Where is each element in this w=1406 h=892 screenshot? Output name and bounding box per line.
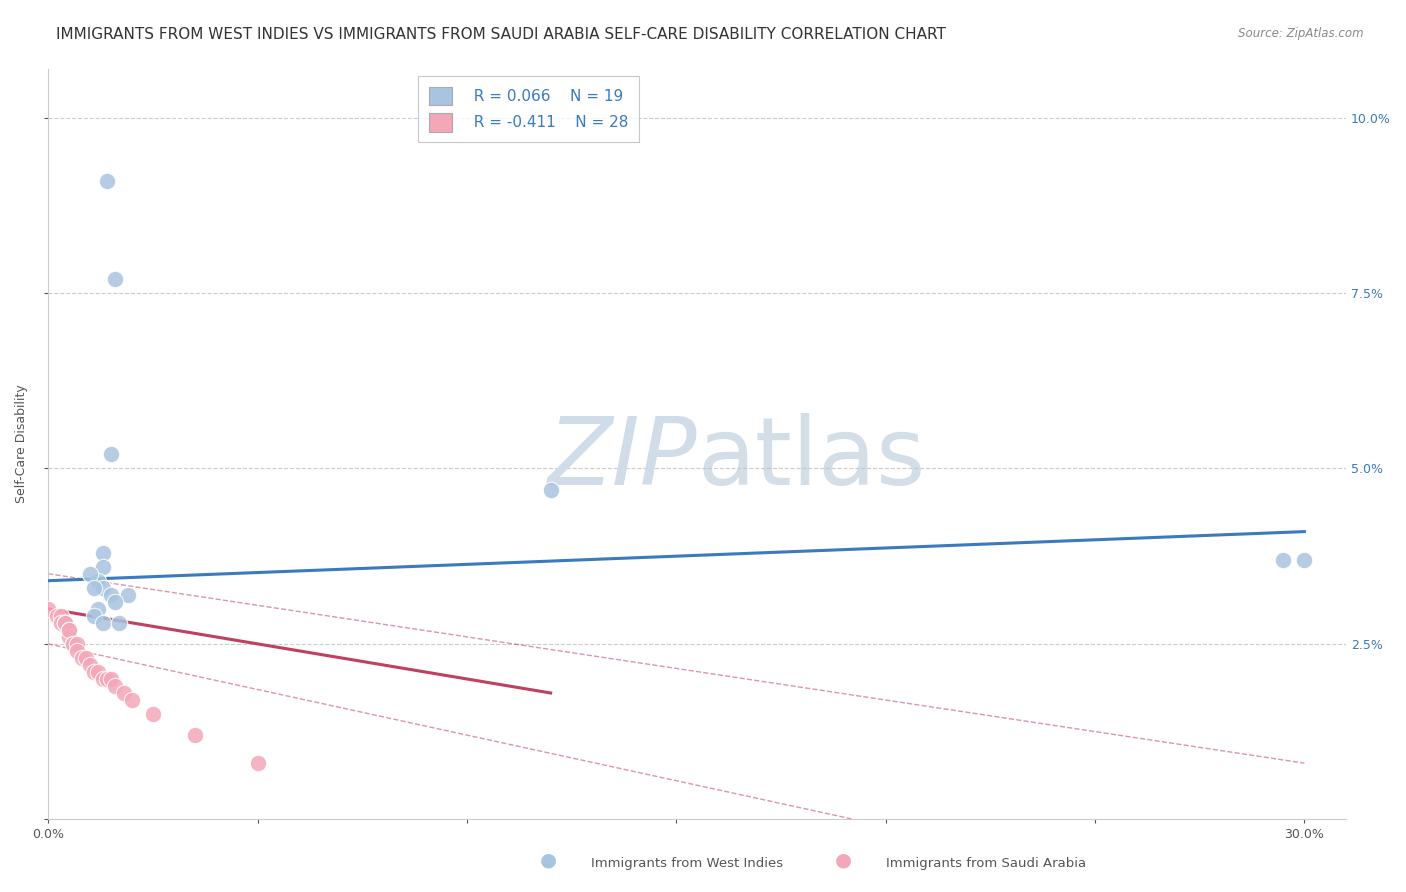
Point — [104, 679, 127, 693]
Point — [183, 728, 205, 742]
Point — [1272, 552, 1295, 566]
Point — [66, 637, 89, 651]
Point — [108, 615, 131, 630]
Point — [1294, 552, 1316, 566]
Point — [100, 447, 122, 461]
Point — [79, 566, 101, 581]
Point — [53, 615, 76, 630]
Text: IMMIGRANTS FROM WEST INDIES VS IMMIGRANTS FROM SAUDI ARABIA SELF-CARE DISABILITY: IMMIGRANTS FROM WEST INDIES VS IMMIGRANT… — [56, 27, 946, 42]
Point — [87, 665, 110, 679]
Text: Source: ZipAtlas.com: Source: ZipAtlas.com — [1239, 27, 1364, 40]
Point — [66, 644, 89, 658]
Legend:   R = 0.066    N = 19,   R = -0.411    N = 28: R = 0.066 N = 19, R = -0.411 N = 28 — [418, 76, 638, 143]
Point — [49, 615, 72, 630]
Point — [91, 581, 114, 595]
Point — [91, 559, 114, 574]
Point — [58, 623, 80, 637]
Text: atlas: atlas — [697, 413, 925, 505]
Point — [83, 608, 105, 623]
Point — [91, 546, 114, 560]
Point — [45, 608, 67, 623]
Point — [53, 615, 76, 630]
Point — [70, 651, 93, 665]
Point — [58, 623, 80, 637]
Point — [100, 672, 122, 686]
Point — [53, 615, 76, 630]
Text: Immigrants from West Indies: Immigrants from West Indies — [591, 856, 783, 870]
Point — [246, 756, 269, 771]
Point — [100, 588, 122, 602]
Point — [142, 706, 165, 721]
Text: ●: ● — [540, 851, 557, 870]
Point — [83, 581, 105, 595]
Point — [104, 272, 127, 286]
Point — [540, 483, 562, 497]
Point — [83, 665, 105, 679]
Point — [62, 637, 84, 651]
Point — [117, 588, 139, 602]
Point — [75, 651, 97, 665]
Point — [112, 686, 135, 700]
Text: ●: ● — [835, 851, 852, 870]
Point — [87, 574, 110, 588]
Point — [104, 595, 127, 609]
Point — [62, 637, 84, 651]
Point — [96, 672, 118, 686]
Text: Immigrants from Saudi Arabia: Immigrants from Saudi Arabia — [886, 856, 1085, 870]
Point — [121, 693, 143, 707]
Point — [91, 615, 114, 630]
Point — [96, 174, 118, 188]
Point — [87, 602, 110, 616]
Y-axis label: Self-Care Disability: Self-Care Disability — [15, 384, 28, 503]
Point — [79, 657, 101, 672]
Point — [37, 602, 59, 616]
Point — [49, 608, 72, 623]
Point — [91, 672, 114, 686]
Point — [58, 630, 80, 644]
Text: ZIP: ZIP — [547, 413, 697, 504]
